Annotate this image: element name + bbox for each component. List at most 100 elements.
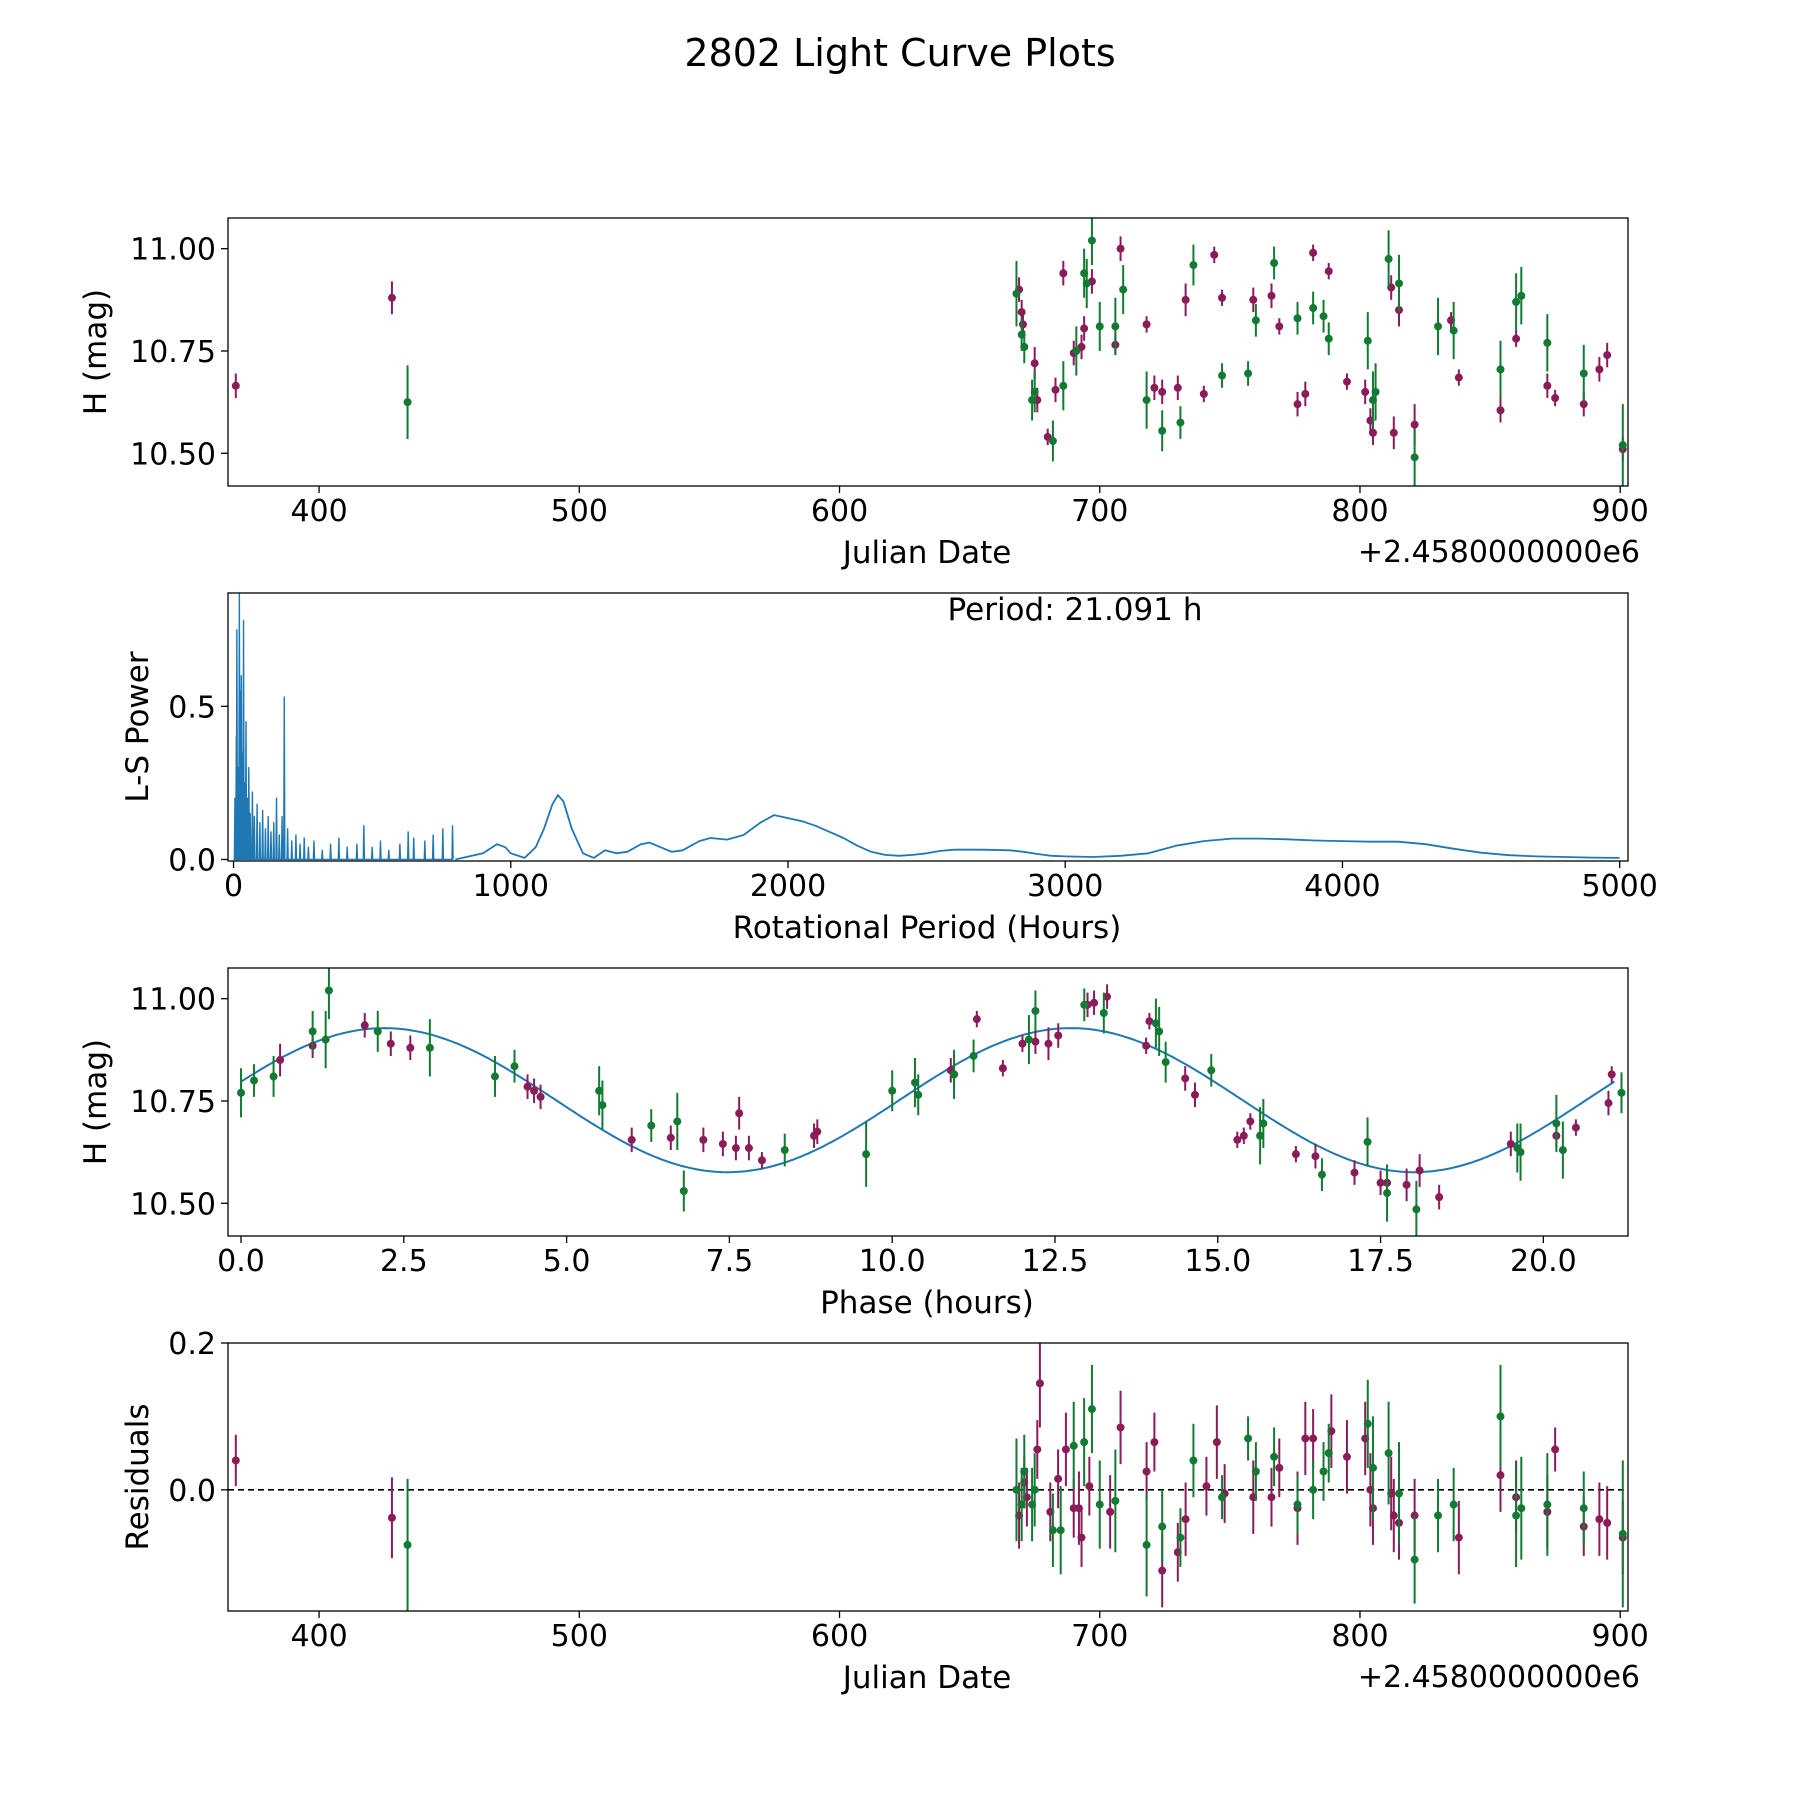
- data-point: [523, 1082, 532, 1091]
- data-point: [1412, 1205, 1421, 1214]
- data-point: [1181, 1515, 1190, 1524]
- data-point: [387, 1513, 396, 1522]
- data-point: [647, 1121, 656, 1130]
- data-point: [1309, 248, 1318, 257]
- data-point: [1142, 320, 1151, 329]
- data-point: [231, 381, 240, 390]
- data-point: [1090, 998, 1099, 1007]
- residuals-series-b: [403, 1365, 1627, 1611]
- x-tick-label: 7.5: [706, 1244, 754, 1279]
- lightcurve-series-b: [403, 218, 1627, 486]
- data-point: [1270, 259, 1279, 268]
- phased-plot-area: [237, 968, 1626, 1236]
- data-point: [1496, 365, 1505, 374]
- data-point: [1155, 1027, 1164, 1036]
- data-point: [1030, 359, 1039, 368]
- data-point: [813, 1127, 822, 1136]
- data-point: [1376, 1178, 1385, 1187]
- data-point: [406, 1043, 415, 1052]
- data-point: [1603, 351, 1612, 360]
- data-point: [1142, 1540, 1151, 1549]
- x-tick-label: 0: [224, 869, 243, 904]
- data-point: [1410, 453, 1419, 462]
- phased-xlabel: Phase (hours): [820, 1285, 1034, 1321]
- data-point: [1111, 322, 1120, 331]
- data-point: [1176, 1533, 1185, 1542]
- data-point: [1293, 400, 1302, 409]
- data-point: [1301, 389, 1310, 398]
- data-point: [1350, 1168, 1359, 1177]
- data-point: [1199, 389, 1208, 398]
- data-point: [1189, 261, 1198, 270]
- data-point: [1361, 387, 1370, 396]
- data-point: [1395, 279, 1404, 288]
- data-point: [1384, 1449, 1393, 1458]
- data-point: [1142, 1041, 1151, 1050]
- periodogram-ylabel: L-S Power: [120, 651, 156, 802]
- data-point: [1395, 1489, 1404, 1498]
- data-point: [1389, 428, 1398, 437]
- lightcurve-ylabel: H (mag): [78, 289, 114, 415]
- data-point: [1044, 1039, 1053, 1048]
- data-point: [862, 1150, 871, 1159]
- data-point: [1176, 418, 1185, 427]
- fit-curve: [240, 1027, 1615, 1174]
- data-point: [1267, 1493, 1276, 1502]
- data-point: [1317, 1170, 1326, 1179]
- residuals-xlabel: Julian Date: [841, 1660, 1012, 1696]
- data-point: [1072, 346, 1081, 355]
- data-point: [679, 1186, 688, 1195]
- power-spikes: [233, 593, 454, 861]
- data-point: [910, 1078, 919, 1087]
- data-point: [1402, 1180, 1411, 1189]
- data-point: [1181, 295, 1190, 304]
- data-point: [1210, 250, 1219, 259]
- data-point: [1579, 1504, 1588, 1513]
- residuals-ylabel: Residuals: [120, 1403, 156, 1550]
- periodogram-frame: [227, 592, 1629, 862]
- data-point: [1048, 1526, 1057, 1535]
- data-point: [1389, 1511, 1398, 1520]
- data-point: [1324, 267, 1333, 276]
- data-point: [1384, 254, 1393, 263]
- data-point: [1099, 1009, 1108, 1018]
- data-point: [1244, 369, 1253, 378]
- data-point: [1603, 1518, 1612, 1527]
- phased-frame: [227, 967, 1629, 1237]
- data-point: [1270, 1452, 1279, 1461]
- data-point: [1202, 1482, 1211, 1491]
- data-point: [530, 1086, 539, 1095]
- data-point: [1551, 394, 1560, 403]
- data-point: [1116, 1423, 1125, 1432]
- data-point: [1173, 383, 1182, 392]
- residuals-panel: Julian Date +2.4580000000e6 Residuals 40…: [120, 1327, 1649, 1696]
- data-point: [1150, 1438, 1159, 1447]
- y-tick-label: 10.50: [130, 437, 216, 472]
- data-point: [1246, 1117, 1255, 1126]
- period-annotation: Period: 21.091 h: [948, 592, 1203, 628]
- data-point: [1454, 1533, 1463, 1542]
- data-point: [1087, 236, 1096, 245]
- x-tick-label: 600: [811, 1619, 868, 1654]
- x-tick-label: 5.0: [543, 1244, 591, 1279]
- data-point: [1249, 295, 1258, 304]
- x-tick-label: 12.5: [1022, 1244, 1089, 1279]
- data-point: [1309, 1434, 1318, 1443]
- phased-series-b: [237, 968, 1626, 1236]
- data-point: [1496, 1412, 1505, 1421]
- data-point: [914, 1090, 923, 1099]
- data-point: [1607, 1070, 1616, 1079]
- data-point: [1558, 1146, 1567, 1155]
- data-point: [1512, 1511, 1521, 1520]
- data-point: [699, 1135, 708, 1144]
- data-point: [718, 1139, 727, 1148]
- x-tick-label: 400: [290, 1619, 347, 1654]
- data-point: [1080, 1438, 1089, 1447]
- data-point: [1018, 320, 1027, 329]
- data-point: [1275, 1463, 1284, 1472]
- data-point: [1031, 1006, 1040, 1015]
- data-point: [1244, 1434, 1253, 1443]
- y-tick-label: 11.00: [130, 983, 216, 1018]
- data-point: [1218, 1493, 1227, 1502]
- periodogram-panel: Period: 21.091 h Rotational Period (Hour…: [120, 592, 1658, 946]
